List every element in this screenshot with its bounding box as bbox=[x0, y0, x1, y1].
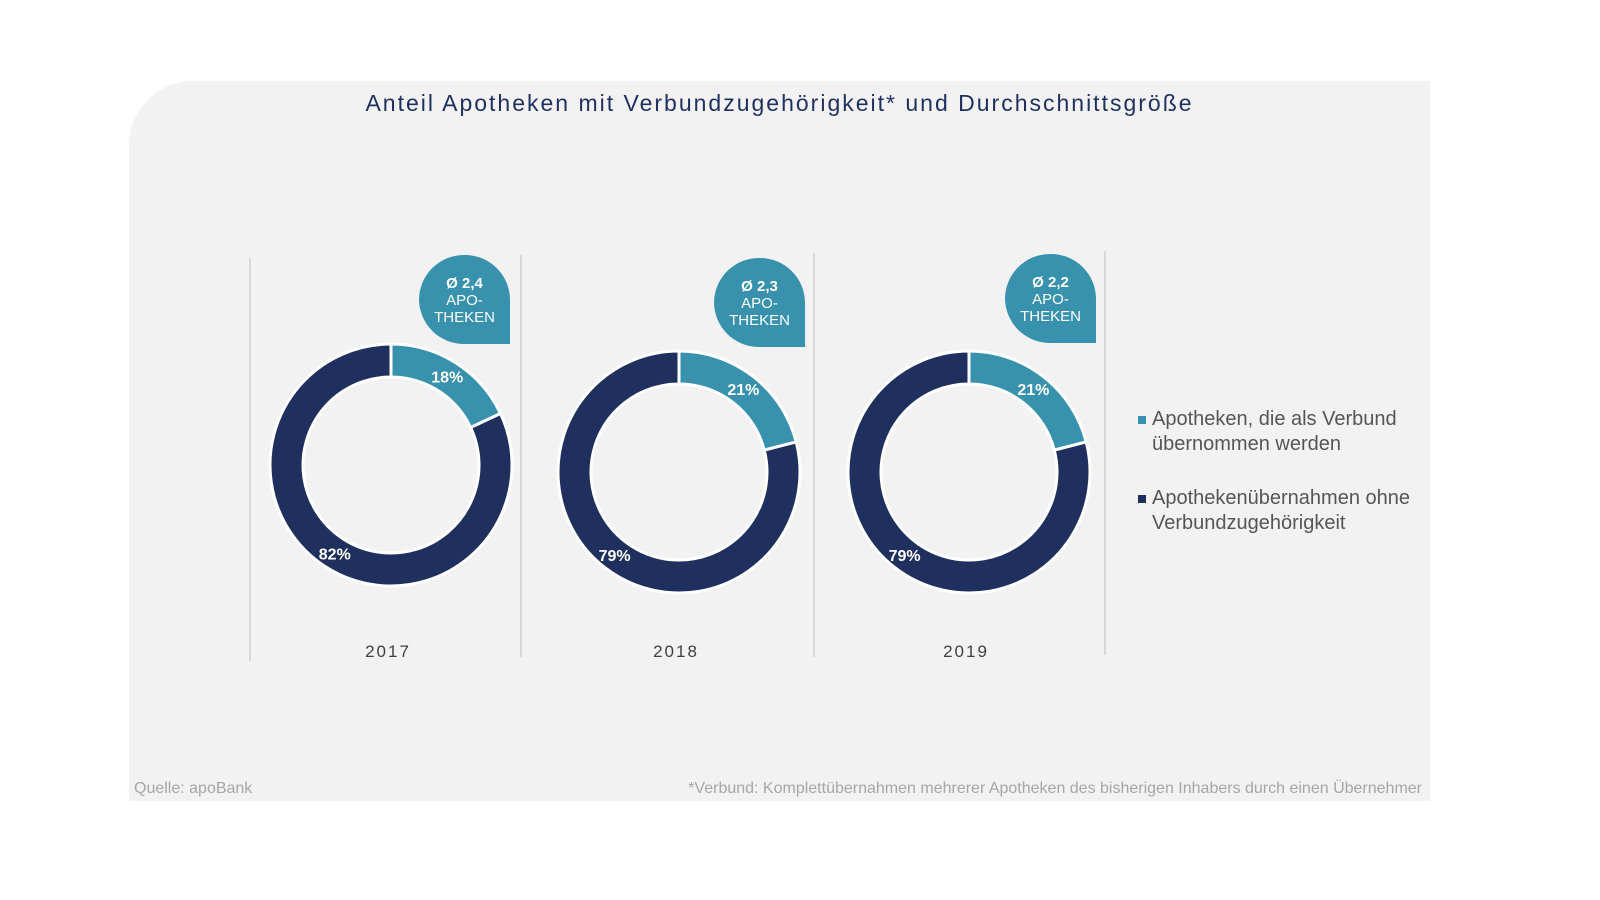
slice-verbund bbox=[967, 349, 1089, 452]
badge-text: THEKEN bbox=[434, 309, 495, 326]
data-label: 18% bbox=[431, 369, 463, 386]
badge-text: THEKEN bbox=[1020, 308, 1081, 325]
data-label: 82% bbox=[319, 547, 351, 564]
legend-item-verbund: Apotheken, die als Verbund übernommen we… bbox=[1138, 407, 1432, 457]
year-label: 2018 bbox=[653, 642, 699, 661]
badge-text: APO- bbox=[1032, 291, 1069, 308]
data-label: 79% bbox=[889, 548, 921, 565]
average-size-badge bbox=[714, 257, 805, 347]
badge-text: APO- bbox=[446, 292, 483, 309]
badge-text: Ø 2,4 bbox=[446, 275, 483, 292]
legend-swatch-ohne bbox=[1138, 495, 1146, 503]
year-label: 2019 bbox=[943, 642, 989, 661]
source-note: Quelle: apoBank bbox=[134, 780, 253, 797]
slice-ohne bbox=[556, 349, 802, 595]
slice-ohne bbox=[268, 342, 514, 588]
data-label: 21% bbox=[1017, 382, 1049, 399]
legend-label-verbund: Apotheken, die als Verbund übernommen we… bbox=[1152, 408, 1397, 455]
footnote: *Verbund: Komplettübernahmen mehrerer Ap… bbox=[688, 780, 1422, 797]
slice-verbund bbox=[677, 349, 799, 452]
data-label: 21% bbox=[727, 382, 759, 399]
badge-text: Ø 2,3 bbox=[741, 278, 778, 295]
legend-label-ohne: Apothekenübernahmen ohne Verbundzugehöri… bbox=[1152, 487, 1410, 534]
average-size-badge bbox=[419, 254, 510, 344]
slice-ohne bbox=[846, 349, 1092, 595]
data-label: 79% bbox=[599, 548, 631, 565]
badge-text: THEKEN bbox=[729, 312, 790, 329]
chart-title: Anteil Apotheken mit Verbundzugehörigkei… bbox=[365, 90, 1194, 116]
average-size-badge bbox=[1005, 253, 1096, 343]
legend-swatch-verbund bbox=[1138, 416, 1146, 424]
badge-text: Ø 2,2 bbox=[1032, 274, 1069, 291]
year-label: 2017 bbox=[365, 642, 411, 661]
legend-item-ohne: Apothekenübernahmen ohne Verbundzugehöri… bbox=[1138, 486, 1432, 536]
badge-text: APO- bbox=[741, 295, 778, 312]
